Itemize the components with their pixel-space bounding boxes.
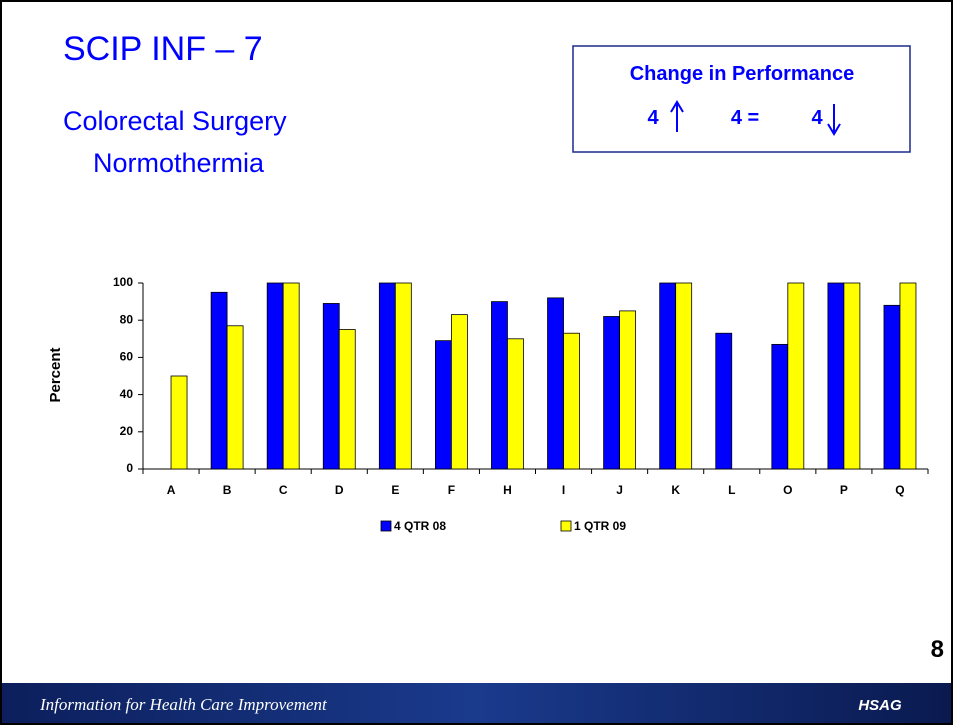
bar: [883, 304, 901, 470]
up-arrow: [670, 100, 684, 132]
bar: [434, 340, 452, 470]
legend-label: 4 QTR 08: [394, 519, 446, 533]
y-tick-label: 100: [113, 275, 133, 289]
x-tick-label: O: [783, 483, 792, 497]
logo: HSAG: [858, 697, 902, 714]
bar: [266, 282, 284, 470]
x-tick-label: F: [448, 483, 455, 497]
legend-label: 1 QTR 09: [574, 519, 626, 533]
chart: 0 20 40 60 80 100 A B C D E F H I J K L O P Q 4 QTR 08 1 QTR …: [113, 275, 929, 533]
bar: [210, 291, 228, 470]
bar: [827, 282, 845, 470]
bar: [659, 282, 677, 470]
bar: [394, 282, 412, 470]
bar: [322, 303, 340, 470]
x-tick-label: Q: [895, 483, 904, 497]
bar: [547, 297, 564, 470]
bar: [282, 282, 300, 470]
slide-subtitle: Colorectal Surgery: [63, 106, 287, 136]
down-arrow: [827, 104, 841, 136]
bar: [170, 375, 188, 470]
bar: [843, 282, 861, 470]
performance-box: [572, 45, 911, 153]
x-tick-label: C: [279, 483, 288, 497]
legend-swatch: [380, 520, 392, 532]
bar: [715, 332, 733, 470]
y-axis-label: Percent: [47, 347, 64, 402]
bar: [675, 282, 693, 470]
declined-count: 4: [811, 107, 823, 129]
bar: [378, 282, 396, 470]
page-number: 8: [931, 636, 944, 663]
y-tick-label: 0: [126, 461, 133, 475]
bar: [226, 325, 244, 470]
y-tick-label: 60: [120, 350, 134, 364]
x-tick-label: D: [335, 483, 344, 497]
slide-title: SCIP INF – 7: [63, 30, 263, 68]
x-tick-label: K: [671, 483, 680, 497]
legend-swatch: [560, 520, 572, 532]
same-count: 4 =: [731, 107, 759, 129]
y-tick-label: 20: [120, 424, 134, 438]
y-tick-label: 80: [120, 312, 134, 326]
box-title: Change in Performance: [630, 63, 855, 85]
x-tick-label: A: [167, 483, 176, 497]
footer-text: Information for Health Care Improvement: [39, 695, 328, 714]
bar: [491, 301, 508, 470]
footer-band: [2, 683, 951, 723]
improved-count: 4: [647, 107, 659, 129]
x-tick-label: P: [840, 483, 848, 497]
bar: [338, 329, 356, 470]
x-tick-label: I: [562, 483, 565, 497]
bar: [450, 314, 468, 470]
bar: [899, 282, 917, 470]
x-tick-label: H: [503, 483, 512, 497]
bar: [771, 343, 789, 470]
y-tick-label: 40: [120, 387, 134, 401]
bar: [603, 316, 621, 470]
bar: [563, 332, 580, 470]
x-tick-label: B: [223, 483, 232, 497]
x-tick-label: L: [728, 483, 735, 497]
slide-subtitle: Normothermia: [93, 148, 265, 178]
bar: [787, 282, 805, 470]
bar: [507, 338, 524, 470]
x-tick-label: E: [391, 483, 399, 497]
bar: [619, 310, 637, 470]
x-tick-label: J: [616, 483, 623, 497]
